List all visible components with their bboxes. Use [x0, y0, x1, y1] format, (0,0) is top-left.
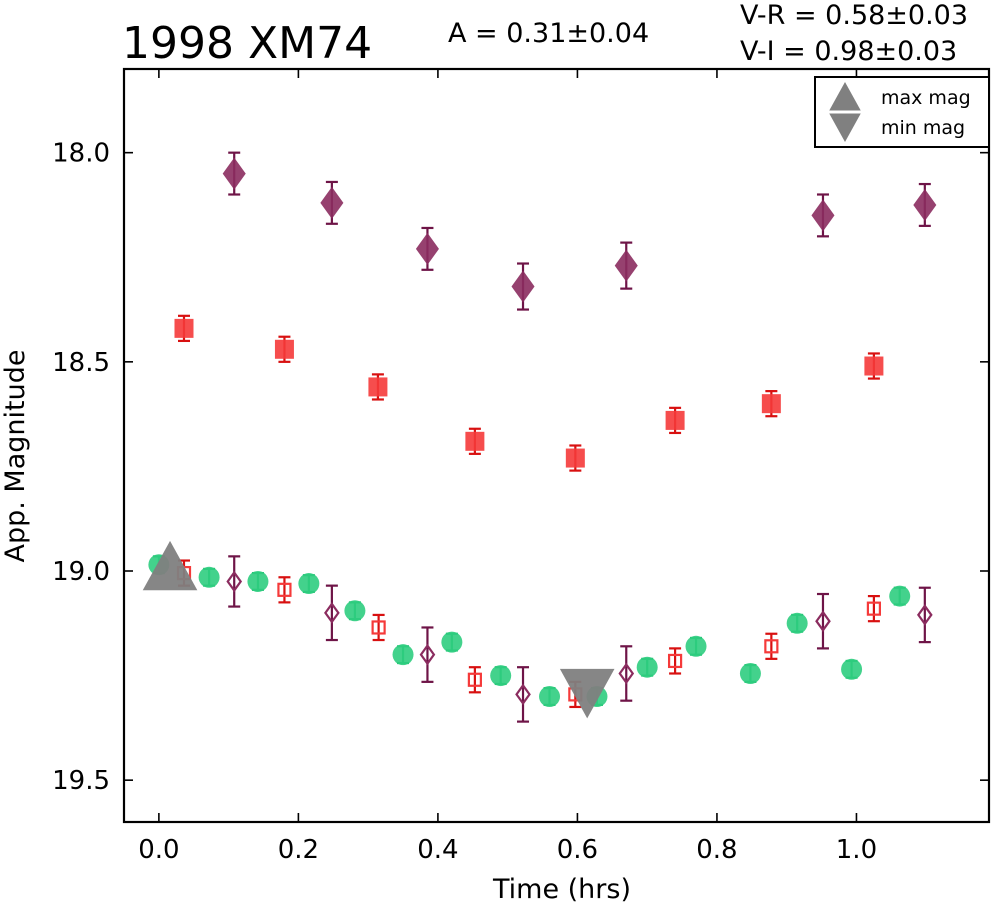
- error-bar: [816, 592, 829, 650]
- data-point: [515, 683, 531, 706]
- error-bar: [421, 626, 434, 683]
- error-bar: [372, 613, 385, 642]
- series-5: [142, 540, 198, 591]
- data-point: [539, 686, 561, 707]
- error-bar: [325, 584, 338, 642]
- data-point: [511, 270, 535, 303]
- axes: 0.0 0.2 0.4 0.6 0.8 1.0 18.0 18.5 19.0 19.5: [52, 67, 991, 865]
- data-point: [198, 566, 220, 588]
- error-bar: [765, 632, 778, 660]
- x-tick-label: 0.2: [278, 835, 319, 865]
- data-point: [415, 232, 439, 265]
- error-bar: [468, 666, 481, 694]
- series-0: [222, 151, 937, 311]
- plot-frame: [122, 67, 991, 824]
- plot-area: [142, 151, 937, 723]
- data-point: [916, 604, 933, 626]
- data-point: [247, 570, 269, 592]
- data-point: [913, 188, 937, 221]
- data-point: [685, 635, 707, 657]
- data-point: [866, 601, 881, 616]
- legend-label: max mag: [881, 87, 971, 109]
- data-point: [667, 653, 683, 669]
- legend-triangle-up-icon: [829, 82, 861, 111]
- data-point: [761, 394, 781, 414]
- legend: max mag min mag: [814, 76, 990, 148]
- data-point: [274, 339, 294, 359]
- data-point: [811, 199, 835, 232]
- y-tick-label: 18.5: [52, 348, 110, 378]
- data-point: [786, 612, 808, 634]
- data-point: [467, 672, 482, 687]
- error-bar: [278, 576, 291, 604]
- error-bar: [918, 586, 931, 644]
- y-tick-label: 19.0: [52, 557, 110, 587]
- data-point: [764, 639, 779, 654]
- series-6: [559, 668, 615, 719]
- data-point: [739, 662, 761, 684]
- x-axis-label: Time (hrs): [492, 874, 631, 904]
- data-point: [226, 570, 243, 593]
- error-bar: [669, 647, 682, 675]
- v-i-annotation: V-I = 0.98±0.03: [740, 36, 957, 67]
- error-bar: [620, 645, 633, 702]
- data-point: [392, 644, 414, 666]
- y-tick-label: 19.5: [52, 766, 110, 796]
- data-point: [618, 662, 635, 685]
- legend-label: min mag: [881, 117, 965, 139]
- series-2: [148, 554, 911, 707]
- error-bar: [867, 594, 880, 623]
- data-point: [344, 600, 366, 622]
- data-point: [324, 601, 340, 624]
- data-point: [841, 658, 863, 680]
- series-4: [226, 555, 933, 723]
- data-point: [614, 249, 638, 282]
- y-tick-label: 18.0: [52, 139, 110, 169]
- chart-title: 1998 XM74: [122, 18, 372, 69]
- data-point: [174, 318, 194, 338]
- series-1: [174, 314, 884, 472]
- data-point: [371, 620, 386, 635]
- error-bar: [517, 666, 530, 723]
- data-point: [565, 448, 585, 468]
- data-point: [277, 582, 292, 597]
- data-point: [815, 610, 831, 633]
- data-point: [864, 356, 884, 376]
- legend-triangle-down-icon: [829, 113, 861, 142]
- error-bar: [228, 555, 241, 608]
- x-tick-label: 0.0: [138, 835, 179, 865]
- data-point: [490, 665, 512, 687]
- x-tick-label: 1.0: [836, 835, 877, 865]
- data-point: [441, 631, 463, 653]
- x-tick-label: 0.6: [557, 835, 598, 865]
- amplitude-annotation: A = 0.31±0.04: [448, 18, 649, 49]
- data-point: [320, 186, 344, 219]
- data-point: [222, 157, 246, 190]
- v-r-annotation: V-R = 0.58±0.03: [740, 0, 968, 31]
- data-point: [465, 431, 485, 451]
- data-point: [665, 410, 685, 430]
- max-mag-marker: [142, 540, 198, 591]
- data-point: [419, 643, 436, 666]
- data-point: [368, 377, 388, 397]
- data-point: [636, 656, 658, 678]
- series-3: [176, 559, 881, 709]
- x-tick-label: 0.8: [696, 835, 737, 865]
- y-axis-label: App. Magnitude: [0, 350, 31, 563]
- min-mag-marker: [559, 668, 615, 719]
- data-point: [298, 573, 320, 595]
- x-tick-label: 0.4: [417, 835, 458, 865]
- data-point: [889, 585, 911, 607]
